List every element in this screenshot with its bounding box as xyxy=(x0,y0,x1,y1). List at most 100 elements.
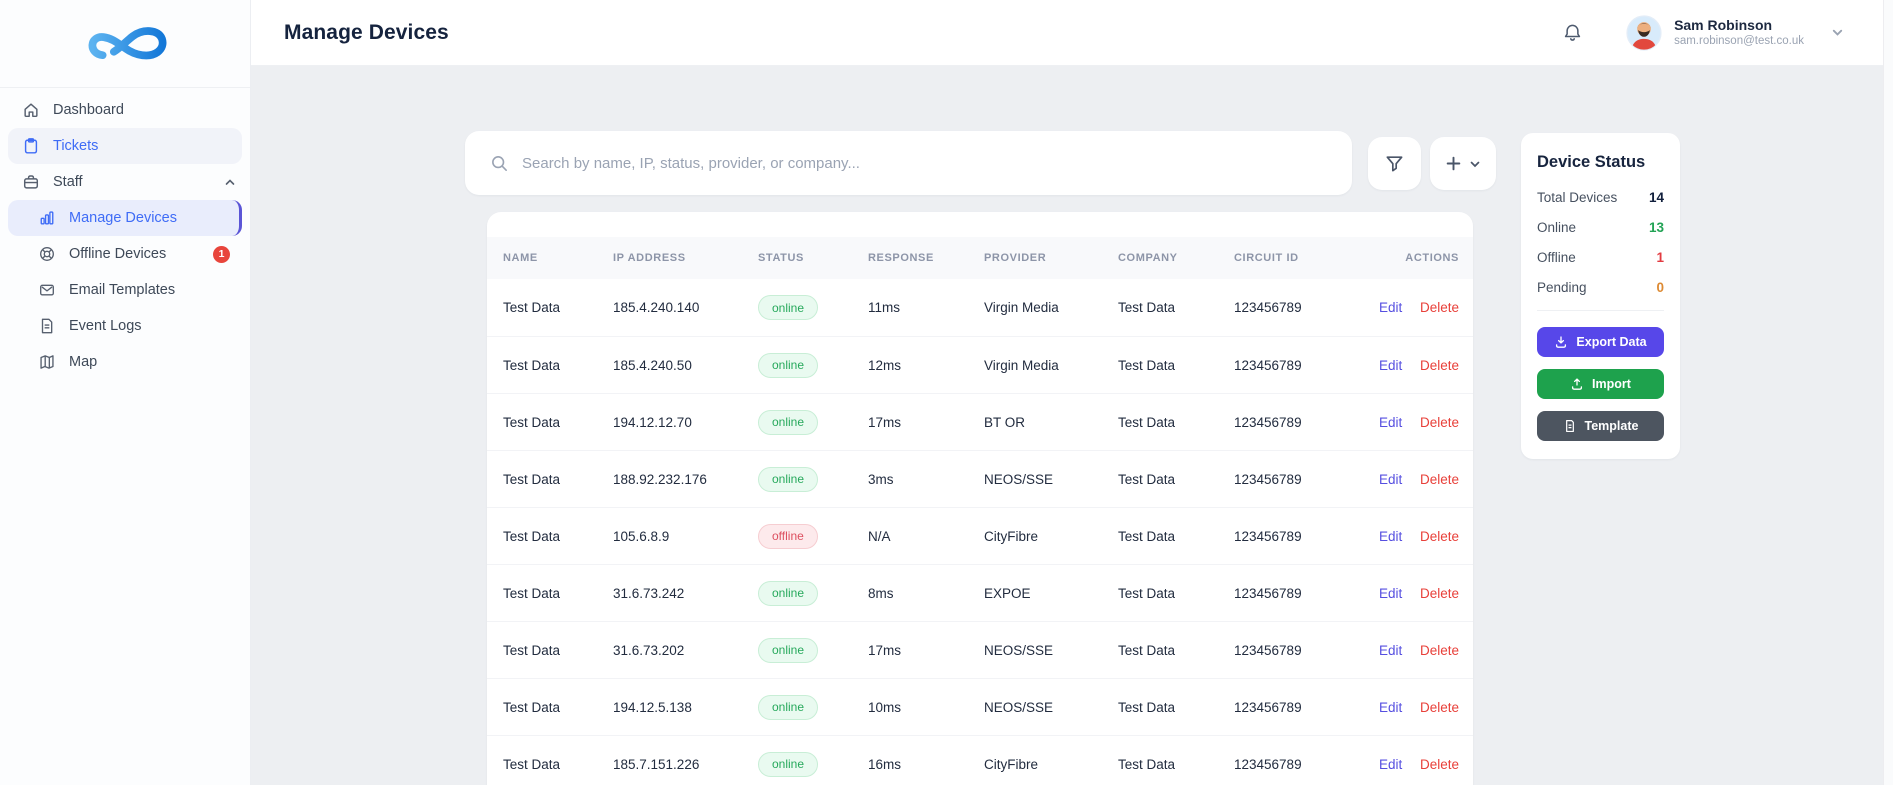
stat-value: 13 xyxy=(1648,220,1664,235)
avatar[interactable] xyxy=(1626,14,1662,51)
column-header[interactable]: RESPONSE xyxy=(868,252,934,264)
edit-link[interactable]: Edit xyxy=(1378,642,1403,658)
export-data-button[interactable]: Export Data xyxy=(1537,327,1664,357)
edit-link[interactable]: Edit xyxy=(1378,414,1403,430)
column-header[interactable]: STATUS xyxy=(758,252,804,264)
delete-link[interactable]: Delete xyxy=(1419,414,1459,430)
notifications-button[interactable] xyxy=(1561,21,1584,44)
cell-circuit-id: 123456789 xyxy=(1234,357,1302,373)
delete-link[interactable]: Delete xyxy=(1419,585,1459,601)
cell-ip-address: 194.12.5.138 xyxy=(613,699,692,715)
devices-table: NAME IP ADDRESS STATUS RESPONSE PROVIDER COMP… xyxy=(487,212,1473,785)
sidebar-item-tickets[interactable]: Tickets xyxy=(8,128,242,164)
filter-icon xyxy=(1386,156,1403,172)
user-name: Sam Robinson xyxy=(1674,16,1773,33)
search-icon xyxy=(492,155,507,171)
sidebar-item-staff[interactable]: Staff xyxy=(0,164,250,200)
cell-circuit-id: 123456789 xyxy=(1234,756,1302,772)
cell-circuit-id: 123456789 xyxy=(1234,300,1302,315)
user-info[interactable]: Sam Robinson sam.robinson@test.co.uk xyxy=(1674,17,1804,49)
briefcase-icon xyxy=(22,173,40,191)
edit-link[interactable]: Edit xyxy=(1378,756,1403,772)
edit-link[interactable]: Edit xyxy=(1378,471,1403,487)
cell-company: Test Data xyxy=(1118,585,1176,601)
column-header[interactable]: ACTIONS xyxy=(1405,252,1459,264)
cell-company: Test Data xyxy=(1118,471,1176,487)
sidebar-item-map[interactable]: Map xyxy=(0,344,250,380)
edit-link[interactable]: Edit xyxy=(1378,357,1403,373)
app-logo[interactable] xyxy=(0,0,250,88)
edit-link[interactable]: Edit xyxy=(1378,585,1403,601)
delete-link[interactable]: Delete xyxy=(1419,471,1459,487)
delete-link[interactable]: Delete xyxy=(1419,528,1459,544)
filter-button[interactable] xyxy=(1368,137,1421,190)
delete-link[interactable]: Delete xyxy=(1419,642,1459,658)
clipboard-icon xyxy=(22,137,40,155)
delete-link[interactable]: Delete xyxy=(1419,756,1459,772)
sidebar-item-label: Map xyxy=(69,354,98,370)
status-badge: online xyxy=(758,751,819,777)
cell-response: 17ms xyxy=(868,414,902,430)
column-header[interactable]: NAME xyxy=(503,252,538,264)
cell-status: online xyxy=(758,580,868,606)
import-button[interactable]: Import xyxy=(1537,369,1664,399)
sidebar-item-label: Manage Devices xyxy=(69,210,177,226)
table-row: Test Data 185.4.240.140 online 11ms Virg… xyxy=(487,279,1473,336)
column-header[interactable]: COMPANY xyxy=(1118,252,1178,264)
cell-response: 17ms xyxy=(868,642,902,658)
chevron-up-icon xyxy=(224,176,236,188)
cell-response: 3ms xyxy=(868,471,894,487)
add-device-button[interactable] xyxy=(1430,137,1496,190)
infinity-logo-icon xyxy=(88,26,167,59)
delete-link[interactable]: Delete xyxy=(1419,357,1459,373)
cell-provider: BT OR xyxy=(984,414,1026,430)
status-badge: online xyxy=(758,580,819,606)
cell-ip-address: 105.6.8.9 xyxy=(613,528,670,544)
status-badge: online xyxy=(758,352,819,378)
scrollbar[interactable] xyxy=(1883,0,1893,785)
cell-name: Test Data xyxy=(503,756,561,772)
cell-response: 8ms xyxy=(868,585,894,601)
user-menu-button[interactable] xyxy=(1830,25,1845,40)
cell-provider: Virgin Media xyxy=(984,357,1059,373)
cell-company: Test Data xyxy=(1118,699,1176,715)
sidebar-item-label: Tickets xyxy=(53,138,99,154)
delete-link[interactable]: Delete xyxy=(1419,300,1459,315)
column-header[interactable]: PROVIDER xyxy=(984,252,1047,264)
cell-status: online xyxy=(758,637,868,663)
table-row: Test Data 188.92.232.176 online 3ms NEOS… xyxy=(487,450,1473,507)
cell-company: Test Data xyxy=(1118,642,1176,658)
table-row: Test Data 185.4.240.50 online 12ms Virgi… xyxy=(487,336,1473,393)
cell-name: Test Data xyxy=(503,357,561,373)
cell-response: 16ms xyxy=(868,756,902,772)
template-button[interactable]: Template xyxy=(1537,411,1664,441)
table-body: Test Data 185.4.240.140 online 11ms Virg… xyxy=(487,279,1473,785)
stat-value: 1 xyxy=(1656,250,1664,265)
sidebar-item-email-templates[interactable]: Email Templates xyxy=(0,272,250,308)
sidebar-item-offline-devices[interactable]: Offline Devices 1 xyxy=(0,236,250,272)
sidebar-item-manage-devices[interactable]: Manage Devices xyxy=(8,200,242,236)
sidebar-item-dashboard[interactable]: Dashboard xyxy=(0,92,250,128)
column-header[interactable]: IP ADDRESS xyxy=(613,252,686,264)
cell-provider: CityFibre xyxy=(984,756,1039,772)
edit-link[interactable]: Edit xyxy=(1378,699,1403,715)
table-row: Test Data 194.12.5.138 online 10ms NEOS/… xyxy=(487,678,1473,735)
status-badge: offline xyxy=(758,523,818,549)
cell-status: online xyxy=(758,295,868,320)
edit-link[interactable]: Edit xyxy=(1378,300,1403,315)
divider xyxy=(1537,310,1664,311)
cell-company: Test Data xyxy=(1118,357,1176,373)
cell-ip-address: 31.6.73.202 xyxy=(613,642,685,658)
table-row: Test Data 185.7.151.226 online 16ms City… xyxy=(487,735,1473,785)
upload-icon xyxy=(1572,378,1583,390)
search-input[interactable] xyxy=(522,154,1332,172)
cell-actions: Edit Delete xyxy=(1376,472,1459,487)
column-header[interactable]: CIRCUIT ID xyxy=(1234,252,1299,264)
delete-link[interactable]: Delete xyxy=(1419,699,1459,715)
lifebuoy-icon xyxy=(38,245,56,263)
cell-name: Test Data xyxy=(503,699,561,715)
sidebar-item-event-logs[interactable]: Event Logs xyxy=(0,308,250,344)
cell-status: online xyxy=(758,409,868,435)
cell-response: N/A xyxy=(868,528,891,544)
edit-link[interactable]: Edit xyxy=(1378,528,1403,544)
